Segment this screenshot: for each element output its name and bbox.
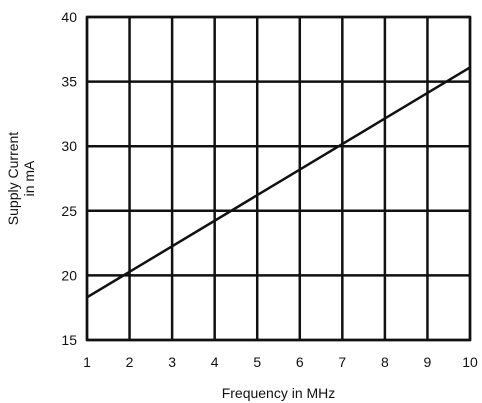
y-axis-label-line-2: in mA: [21, 160, 37, 196]
x-tick-label: 9: [424, 354, 432, 370]
y-tick-label: 40: [61, 9, 77, 25]
y-tick-label: 35: [61, 74, 77, 90]
y-tick-label: 25: [61, 203, 77, 219]
x-tick-label: 10: [462, 354, 478, 370]
y-axis-label: Supply Current in mA: [5, 132, 37, 225]
x-tick-label: 5: [253, 354, 261, 370]
x-tick-label: 6: [296, 354, 304, 370]
x-tick-label: 8: [381, 354, 389, 370]
plot-frame: [85, 15, 472, 342]
series-layer: [86, 66, 471, 299]
grid-lines: [85, 15, 472, 342]
series-line: [86, 66, 471, 299]
x-tick-labels: 1 2 3 4 5 6 7 8 9 10: [83, 354, 478, 370]
x-tick-label: 3: [168, 354, 176, 370]
y-tick-label: 20: [61, 267, 77, 283]
x-tick-label: 1: [83, 354, 91, 370]
x-tick-label: 4: [211, 354, 219, 370]
x-axis-label: Frequency in MHz: [222, 385, 336, 401]
y-tick-label: 30: [61, 138, 77, 154]
x-tick-label: 7: [338, 354, 346, 370]
y-axis-label-line-1: Supply Current: [5, 132, 21, 225]
x-tick-label: 2: [126, 354, 134, 370]
y-tick-labels: 15 20 25 30 35 40: [61, 9, 77, 348]
y-tick-label: 15: [61, 332, 77, 348]
